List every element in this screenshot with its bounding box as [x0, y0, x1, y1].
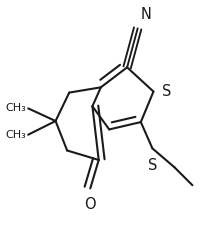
Text: CH₃: CH₃: [5, 103, 26, 113]
Text: O: O: [85, 197, 96, 212]
Text: S: S: [162, 84, 172, 99]
Text: CH₃: CH₃: [5, 130, 26, 140]
Text: N: N: [140, 7, 151, 22]
Text: S: S: [148, 159, 157, 174]
